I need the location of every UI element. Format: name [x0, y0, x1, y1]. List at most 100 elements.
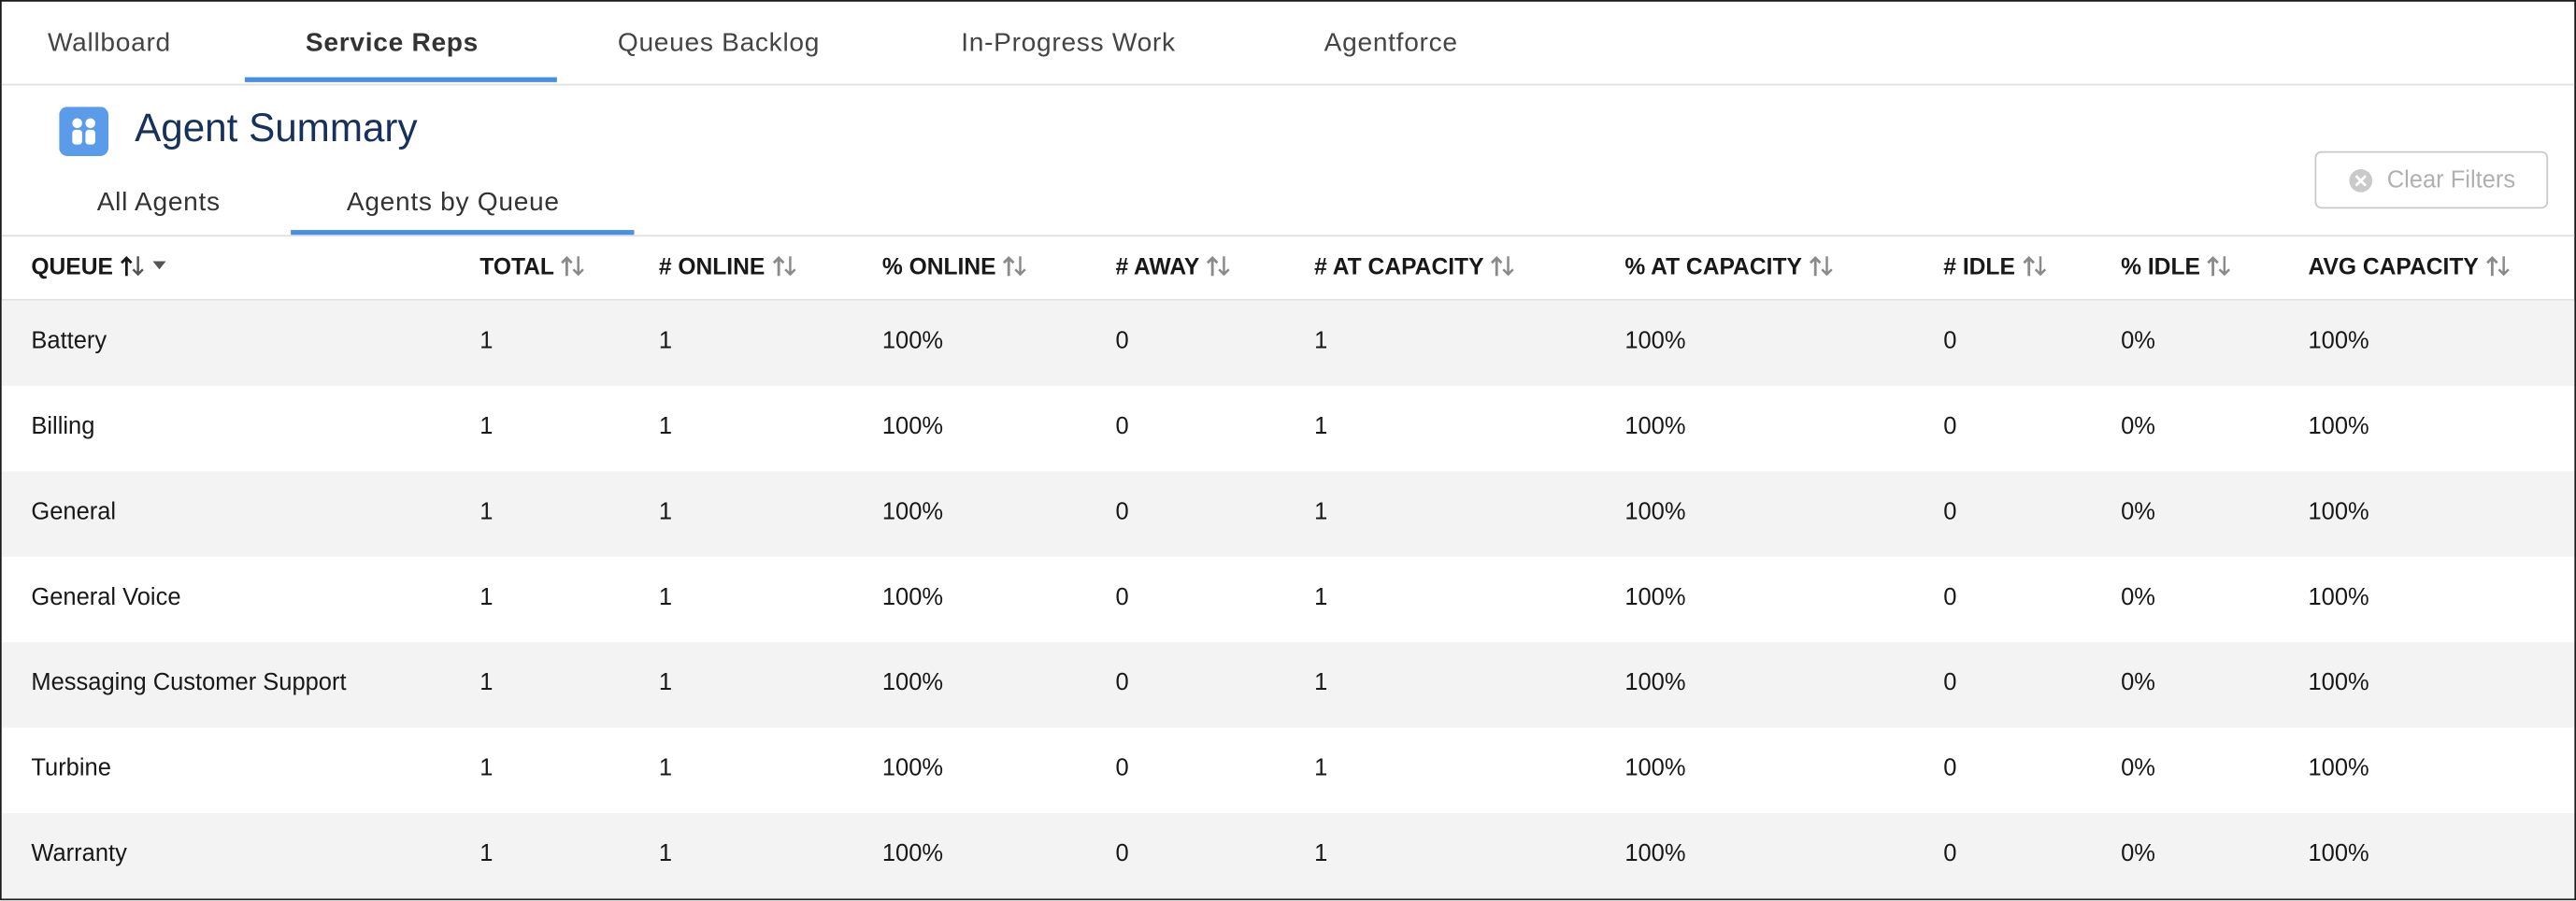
- active-tab-indicator: [244, 77, 557, 82]
- table-cell: 100%: [2308, 584, 2369, 611]
- table-cell: 1: [658, 755, 673, 782]
- column-header[interactable]: QUEUE: [31, 253, 168, 279]
- table-row: Billing 1 1 100% 0 1 100% 0 0% 100%: [1, 386, 2575, 472]
- table-cell: 1: [658, 328, 673, 355]
- table-cell: 0: [1943, 670, 1957, 697]
- table-header-border: [1, 298, 2575, 301]
- table-cell: 1: [658, 413, 673, 441]
- table-cell: Turbine: [31, 755, 111, 782]
- column-header[interactable]: % ONLINE: [882, 253, 1032, 279]
- table-cell: 100%: [2308, 499, 2369, 526]
- sort-icon[interactable]: [1206, 254, 1236, 278]
- sort-icon[interactable]: [771, 254, 801, 278]
- table-row: Battery 1 1 100% 0 1 100% 0 0% 100%: [1, 300, 2575, 387]
- column-title: # IDLE: [1943, 252, 2015, 279]
- column-header[interactable]: TOTAL: [479, 253, 590, 279]
- column-title: TOTAL: [479, 252, 554, 279]
- column-header[interactable]: % IDLE: [2121, 253, 2236, 279]
- column-header[interactable]: # ONLINE: [659, 253, 801, 279]
- table-cell: 1: [479, 840, 494, 868]
- table-cell: 0: [1115, 328, 1129, 355]
- sub-tab[interactable]: Agents by Queue: [346, 189, 560, 218]
- table-cell: 100%: [1624, 328, 1686, 355]
- table-cell: 0: [1943, 328, 1957, 355]
- table-cell: 1: [479, 584, 494, 611]
- table-cell: 0: [1943, 499, 1957, 526]
- table-cell: 1: [1314, 328, 1328, 355]
- column-header[interactable]: # AT CAPACITY: [1314, 253, 1520, 279]
- tab[interactable]: Wallboard: [47, 29, 171, 58]
- column-header[interactable]: AVG CAPACITY: [2309, 253, 2515, 279]
- sort-icon[interactable]: [1809, 254, 1839, 278]
- table-cell: 1: [1314, 840, 1328, 868]
- table-cell: 100%: [2308, 670, 2369, 697]
- sort-icon[interactable]: [120, 254, 169, 278]
- table-cell: 0%: [2121, 755, 2155, 782]
- table-cell: 100%: [881, 328, 944, 355]
- column-title: QUEUE: [31, 252, 113, 279]
- sort-icon[interactable]: [561, 254, 591, 278]
- column-title: % AT CAPACITY: [1624, 252, 1802, 279]
- sort-icon[interactable]: [1491, 254, 1521, 278]
- table-cell: 1: [479, 413, 494, 441]
- table-cell: 1: [658, 840, 673, 868]
- table-cell: 1: [658, 499, 673, 526]
- table-row: General 1 1 100% 0 1 100% 0 0% 100%: [1, 471, 2575, 557]
- table-cell: 0: [1115, 840, 1129, 868]
- column-header[interactable]: # AWAY: [1115, 253, 1236, 279]
- column-header[interactable]: % AT CAPACITY: [1624, 253, 1838, 279]
- table-cell: 100%: [1624, 670, 1686, 697]
- sort-icon[interactable]: [2485, 254, 2515, 278]
- table-cell: 0: [1943, 755, 1957, 782]
- sub-tab[interactable]: All Agents: [96, 189, 221, 218]
- table-cell: 1: [1314, 499, 1328, 526]
- table-row: Messaging Customer Support 1 1 100% 0 1 100% 0 0…: [1, 642, 2575, 728]
- tab[interactable]: Agentforce: [1324, 29, 1458, 58]
- column-title: AVG CAPACITY: [2308, 252, 2479, 279]
- page-title: Agent Summary: [135, 107, 418, 151]
- tab[interactable]: In-Progress Work: [961, 29, 1176, 58]
- active-subtab-indicator: [291, 230, 635, 236]
- column-title: # AT CAPACITY: [1314, 252, 1484, 279]
- tab-bar-border: [1, 83, 2575, 86]
- table-cell: 0: [1115, 499, 1129, 526]
- sort-icon[interactable]: [2207, 254, 2237, 278]
- table-cell: 1: [1314, 413, 1328, 441]
- table-row: Turbine 1 1 100% 0 1 100% 0 0% 100%: [1, 727, 2575, 814]
- table-cell: 0%: [2121, 670, 2155, 697]
- table-cell: 100%: [881, 755, 944, 782]
- table-row: Warranty 1 1 100% 0 1 100% 0 0% 100%: [1, 813, 2575, 899]
- column-title: # ONLINE: [658, 252, 766, 279]
- tab[interactable]: Queues Backlog: [617, 29, 821, 58]
- table-cell: 100%: [2308, 328, 2369, 355]
- table-cell: 0%: [2121, 413, 2155, 441]
- table-cell: 0: [1115, 670, 1129, 697]
- sort-icon[interactable]: [1003, 254, 1033, 278]
- table-cell: 100%: [881, 670, 944, 697]
- clear-icon: [2349, 168, 2372, 192]
- table-cell: 0: [1943, 840, 1957, 868]
- table-cell: 100%: [1624, 413, 1686, 441]
- table-cell: 100%: [1624, 755, 1686, 782]
- table-cell: 100%: [881, 584, 944, 611]
- table-cell: 0%: [2121, 840, 2155, 868]
- table-cell: 1: [479, 755, 494, 782]
- agent-summary-icon: [59, 107, 109, 156]
- sort-icon[interactable]: [2022, 254, 2052, 278]
- table-cell: 0%: [2121, 328, 2155, 355]
- table-cell: 1: [658, 584, 673, 611]
- table-cell: 0: [1115, 413, 1129, 441]
- tab[interactable]: Service Reps: [305, 29, 479, 58]
- table-cell: 1: [1314, 755, 1328, 782]
- table-cell: 0%: [2121, 499, 2155, 526]
- column-header[interactable]: # IDLE: [1943, 253, 2051, 279]
- table-cell: 100%: [2308, 840, 2369, 868]
- clear-filters-button[interactable]: Clear Filters: [2314, 150, 2549, 209]
- table-cell: Billing: [31, 413, 95, 441]
- table-cell: 100%: [881, 499, 944, 526]
- table-cell: 0: [1943, 584, 1957, 611]
- table-cell: 0%: [2121, 584, 2155, 611]
- table-cell: 100%: [1624, 840, 1686, 868]
- table-cell: 1: [1314, 670, 1328, 697]
